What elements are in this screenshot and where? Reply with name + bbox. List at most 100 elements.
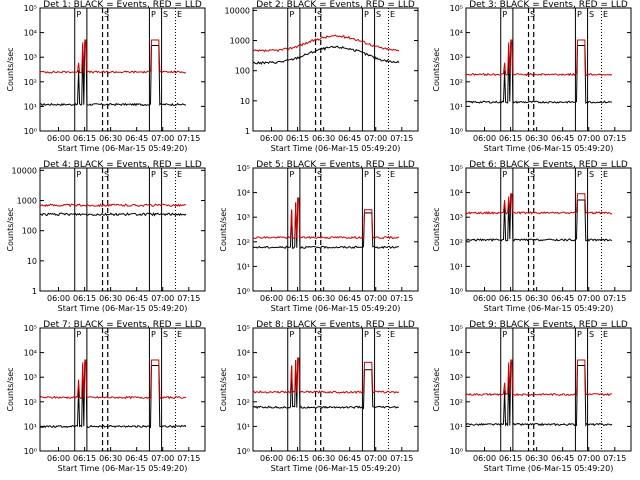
y-tick-label: 10⁵: [450, 4, 463, 13]
marker-letter: S: [317, 10, 322, 19]
y-tick-label: 10⁵: [24, 4, 37, 13]
x-tick-label: 06:45: [551, 294, 574, 303]
y-axis-label: Counts/sec: [219, 207, 228, 251]
marker-letter: P: [289, 10, 294, 19]
y-tick-label: 10⁴: [237, 349, 250, 358]
x-tick-label: 07:15: [177, 294, 200, 303]
x-tick-label: 06:30: [99, 134, 122, 143]
plot-frame: [465, 167, 632, 292]
x-tick-label: 06:30: [99, 454, 122, 463]
marker-letter: P: [502, 10, 507, 19]
y-axis-label: Counts/sec: [219, 367, 228, 411]
y-tick-label: 10³: [450, 213, 463, 222]
detector-panel-2: Det 2: BLACK = Events, RED = LLD 1 10 100 10…: [225, 0, 419, 153]
marker-letter: E: [603, 10, 608, 19]
marker-letter: P: [289, 170, 294, 179]
x-tick-label: 06:00: [47, 134, 70, 143]
chart-title: Det 6: BLACK = Events, RED = LLD: [469, 160, 628, 170]
x-tick-label: 07:00: [577, 294, 600, 303]
x-tick-label: 07:15: [177, 134, 200, 143]
marker-letter: S: [104, 330, 109, 339]
lld-series-line: [252, 357, 400, 395]
x-tick-label: 06:00: [260, 294, 283, 303]
x-axis-label: Start Time (06-Mar-15 05:49:20): [484, 144, 614, 153]
x-axis-label: Start Time (06-Mar-15 05:49:20): [271, 464, 401, 473]
marker-letter: P: [151, 10, 156, 19]
y-tick-label: 10³: [24, 373, 37, 382]
y-tick-label: 10: [27, 257, 37, 266]
plot-frame: [465, 327, 632, 452]
x-tick-label: 06:45: [338, 454, 361, 463]
detector-panel-3: Det 3: BLACK = Events, RED = LLD 10⁰ 10¹ 10…: [432, 0, 632, 153]
y-axis-label: Counts/sec: [432, 207, 441, 251]
x-tick-label: 07:00: [364, 134, 387, 143]
y-tick-label: 10⁵: [450, 324, 463, 333]
events-series-line: [252, 45, 400, 66]
x-tick-label: 06:45: [125, 294, 148, 303]
marker-letter: E: [603, 170, 608, 179]
x-tick-label: 07:00: [577, 134, 600, 143]
x-tick-label: 06:15: [499, 134, 522, 143]
x-tick-label: 06:00: [260, 134, 283, 143]
marker-letter: P: [151, 330, 156, 339]
lld-series-line: [39, 203, 186, 208]
marker-letter: S: [376, 10, 381, 19]
y-tick-label: 10⁵: [450, 164, 463, 173]
y-tick-label: 10³: [24, 53, 37, 62]
marker-letter: E: [177, 330, 182, 339]
y-tick-label: 10⁴: [237, 189, 250, 198]
y-tick-label: 10²: [450, 78, 463, 87]
detector-panel-7: Det 7: BLACK = Events, RED = LLD 10⁰ 10¹ 10…: [6, 320, 206, 473]
x-tick-label: 06:30: [312, 454, 335, 463]
y-tick-label: 10: [240, 97, 250, 106]
y-tick-label: 100: [22, 227, 37, 236]
y-tick-label: 10⁰: [24, 447, 37, 456]
x-tick-label: 07:15: [390, 134, 413, 143]
plot-frame: [252, 7, 419, 132]
x-tick-label: 06:30: [525, 134, 548, 143]
y-tick-label: 10⁰: [24, 127, 37, 136]
lld-series-line: [39, 39, 186, 74]
y-tick-label: 10000: [12, 166, 37, 175]
chart-title: Det 8: BLACK = Events, RED = LLD: [256, 320, 415, 330]
plot-frame: [39, 167, 206, 292]
marker-letter: S: [530, 170, 535, 179]
x-tick-label: 07:00: [151, 134, 174, 143]
x-tick-label: 07:15: [177, 454, 200, 463]
x-tick-label: 06:15: [73, 294, 96, 303]
chart-title: Det 5: BLACK = Events, RED = LLD: [256, 160, 415, 170]
y-tick-label: 10⁰: [450, 447, 463, 456]
x-tick-label: 06:30: [525, 294, 548, 303]
y-tick-label: 10¹: [24, 422, 37, 431]
lld-series-line: [252, 34, 400, 53]
y-tick-label: 10⁰: [450, 127, 463, 136]
y-tick-label: 10¹: [237, 422, 250, 431]
events-series-line: [40, 41, 187, 107]
detector-panel-5: Det 5: BLACK = Events, RED = LLD 10⁰ 10¹ 10…: [219, 160, 419, 313]
y-tick-label: 10¹: [450, 102, 463, 111]
detector-panel-1: Det 1: BLACK = Events, RED = LLD 10⁰ 10¹ 10…: [6, 0, 206, 153]
lld-series-line: [39, 359, 187, 400]
lld-series-line: [465, 193, 613, 215]
x-tick-label: 07:00: [577, 454, 600, 463]
marker-letter: P: [364, 10, 369, 19]
events-series-line: [252, 197, 399, 250]
x-tick-label: 06:45: [125, 454, 148, 463]
y-tick-label: 10⁴: [450, 349, 463, 358]
y-tick-label: 10⁵: [237, 164, 250, 173]
events-series-line: [39, 212, 187, 217]
x-tick-label: 07:00: [151, 454, 174, 463]
x-tick-label: 06:45: [125, 134, 148, 143]
plot-frame: [252, 167, 419, 292]
x-tick-label: 06:45: [551, 454, 574, 463]
events-series-line: [465, 361, 613, 427]
x-tick-label: 06:30: [312, 134, 335, 143]
marker-letter: S: [104, 10, 109, 19]
detector-panel-6: Det 6: BLACK = Events, RED = LLD 10⁰ 10¹ 10…: [432, 160, 632, 313]
x-tick-label: 07:15: [603, 294, 626, 303]
x-tick-label: 07:00: [364, 294, 387, 303]
y-axis-label: Counts/sec: [432, 47, 441, 91]
marker-letter: S: [163, 10, 168, 19]
marker-letter: P: [502, 330, 507, 339]
